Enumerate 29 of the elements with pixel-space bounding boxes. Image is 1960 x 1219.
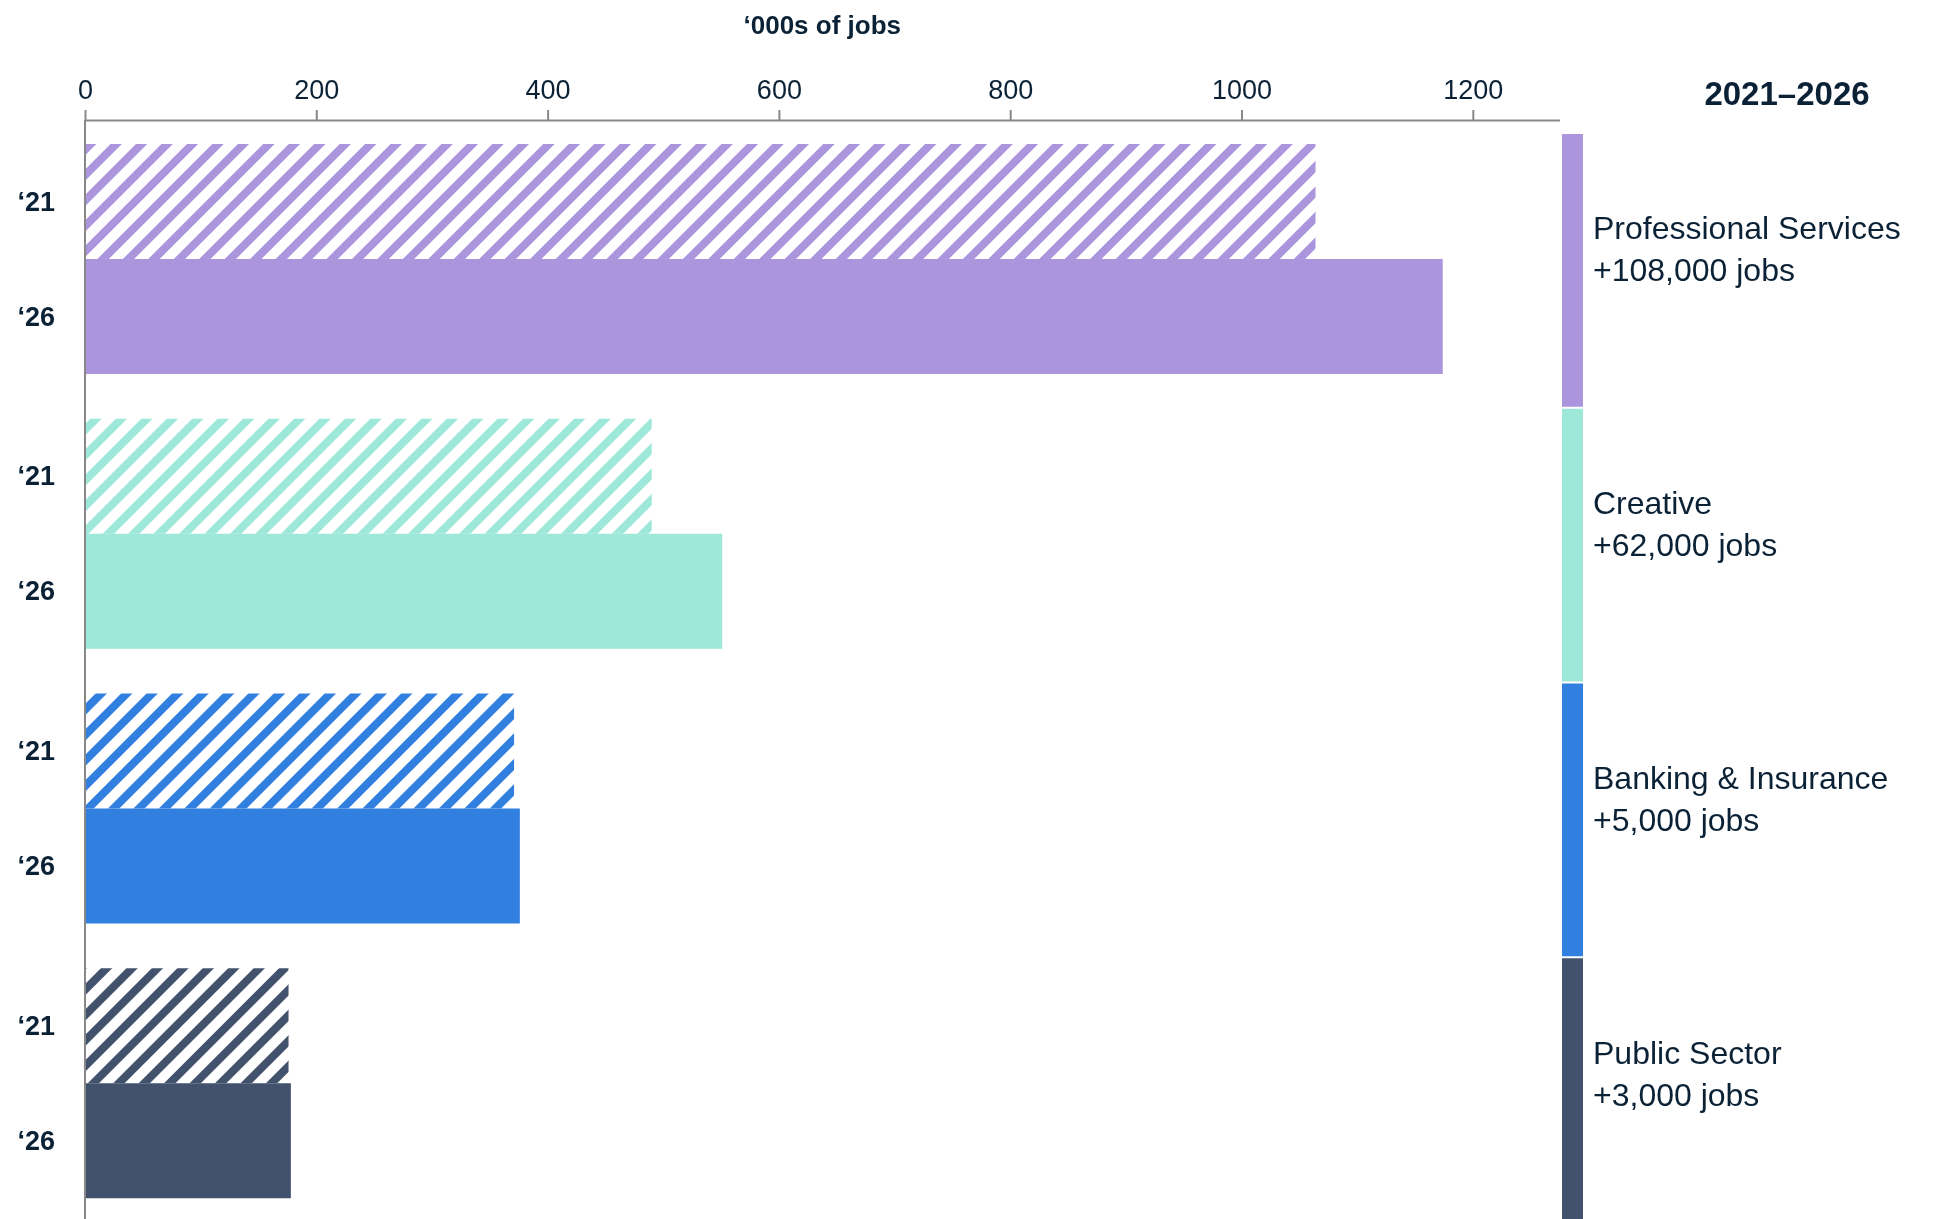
bar <box>85 533 723 649</box>
legend-title: 2021–2026 <box>1704 75 1870 112</box>
text: Public Sector +3,000 jobs <box>1593 1034 1782 1113</box>
y-tick-label: ‘26 <box>17 576 55 607</box>
x-tick-label: 200 <box>294 74 340 105</box>
text: Banking & Insurance +5,000 jobs <box>1593 759 1889 838</box>
text: Creative +62,000 jobs <box>1593 485 1778 564</box>
bar <box>85 808 520 924</box>
x-tick-label: 1000 <box>1211 74 1273 105</box>
bar <box>85 418 652 534</box>
y-tick-label: ‘26 <box>17 851 55 881</box>
bar <box>85 968 289 1084</box>
bar <box>85 693 515 809</box>
y-tick-label: ‘21 <box>17 186 55 217</box>
text: Professional Services +108,000 jobs <box>1593 210 1901 289</box>
x-tick-label: 800 <box>988 74 1034 105</box>
bar <box>85 259 1443 374</box>
x-tick-label: 600 <box>756 74 802 105</box>
bar <box>85 1083 291 1199</box>
x-axis-title: ‘000s of jobs <box>743 10 902 40</box>
x-tick-label: 400 <box>525 74 571 105</box>
y-tick-label: ‘26 <box>17 1125 55 1156</box>
bar <box>85 144 1316 259</box>
x-tick-label: 0 <box>77 74 94 105</box>
y-tick-label: ‘21 <box>17 1010 55 1041</box>
x-tick-label: 1200 <box>1443 74 1504 105</box>
y-tick-label: ‘21 <box>17 461 55 492</box>
y-tick-label: ‘21 <box>17 736 55 766</box>
y-tick-label: ‘26 <box>17 301 55 332</box>
